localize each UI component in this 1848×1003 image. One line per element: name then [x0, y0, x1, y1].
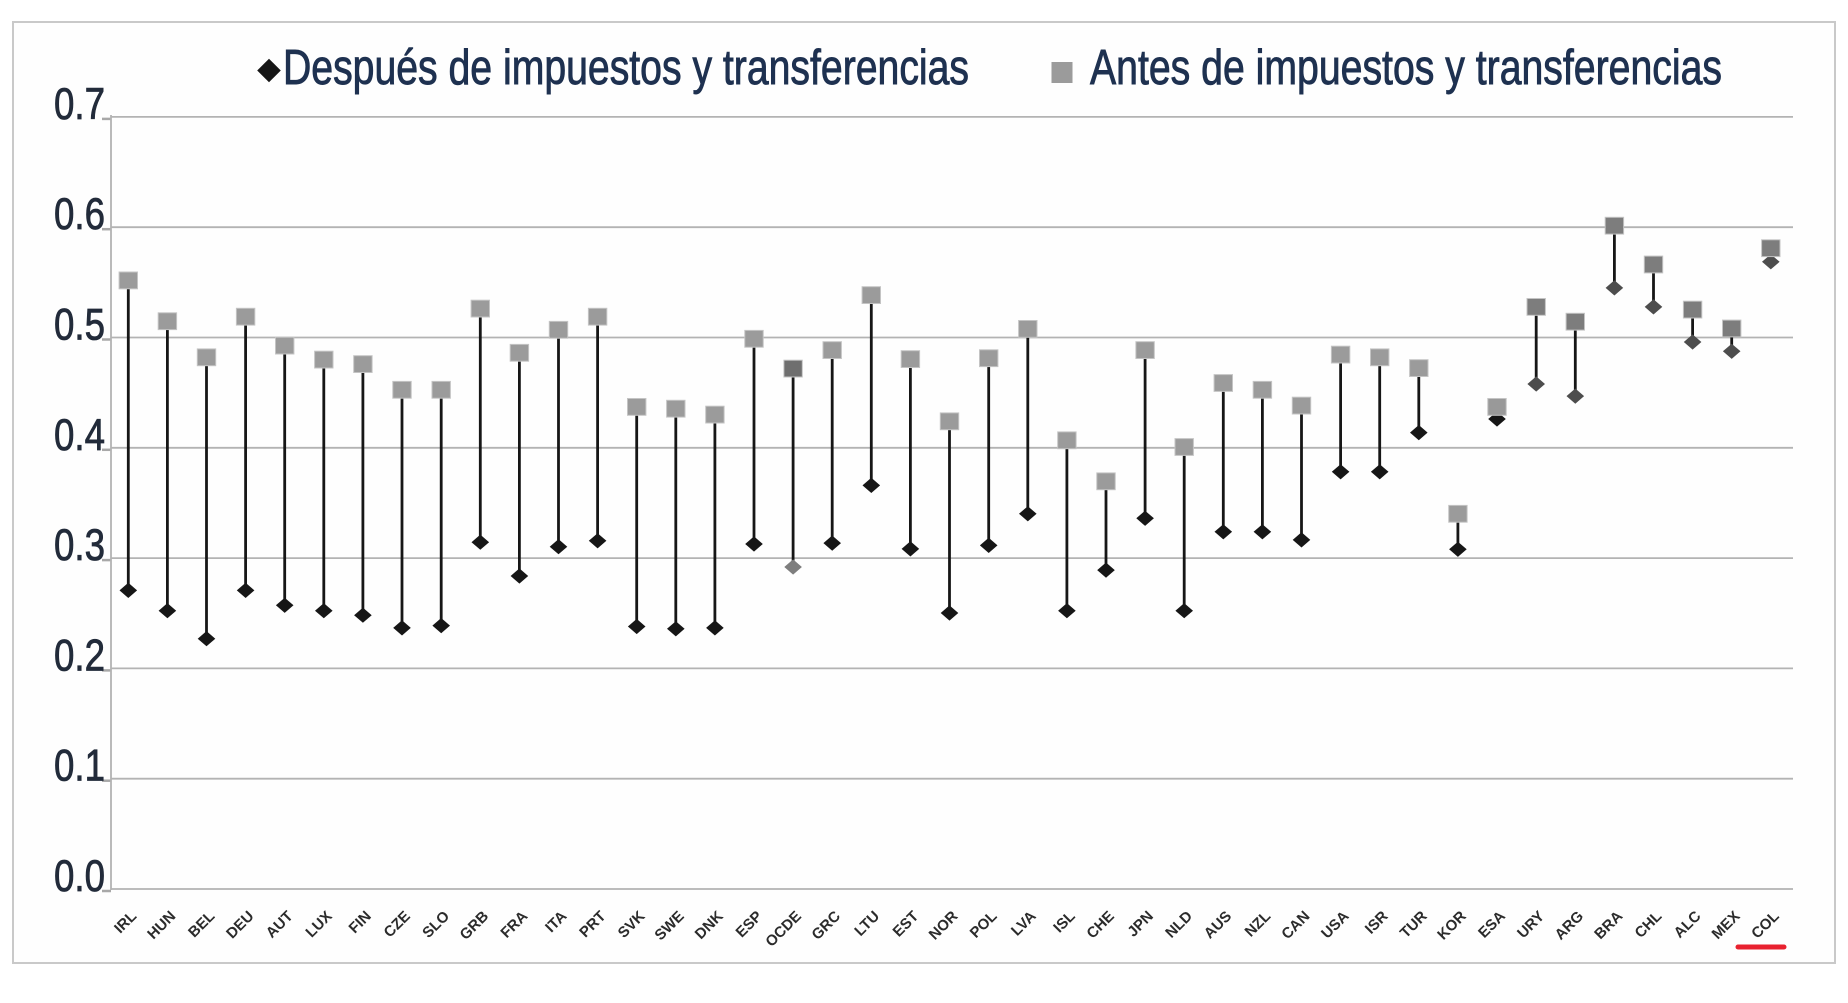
svg-text:0.2: 0.2 [54, 631, 105, 680]
svg-text:0.6: 0.6 [54, 190, 105, 239]
svg-text:0.7: 0.7 [54, 80, 105, 129]
svg-text:0.0: 0.0 [54, 852, 105, 901]
svg-text:Después de impuestos y transfe: Después de impuestos y transferencias [283, 41, 969, 95]
svg-text:0.4: 0.4 [54, 411, 105, 460]
svg-text:0.1: 0.1 [54, 742, 105, 791]
svg-text:Antes de impuestos y transfere: Antes de impuestos y transferencias [1090, 41, 1722, 95]
svg-text:0.3: 0.3 [54, 521, 105, 570]
svg-text:0.5: 0.5 [54, 301, 105, 350]
